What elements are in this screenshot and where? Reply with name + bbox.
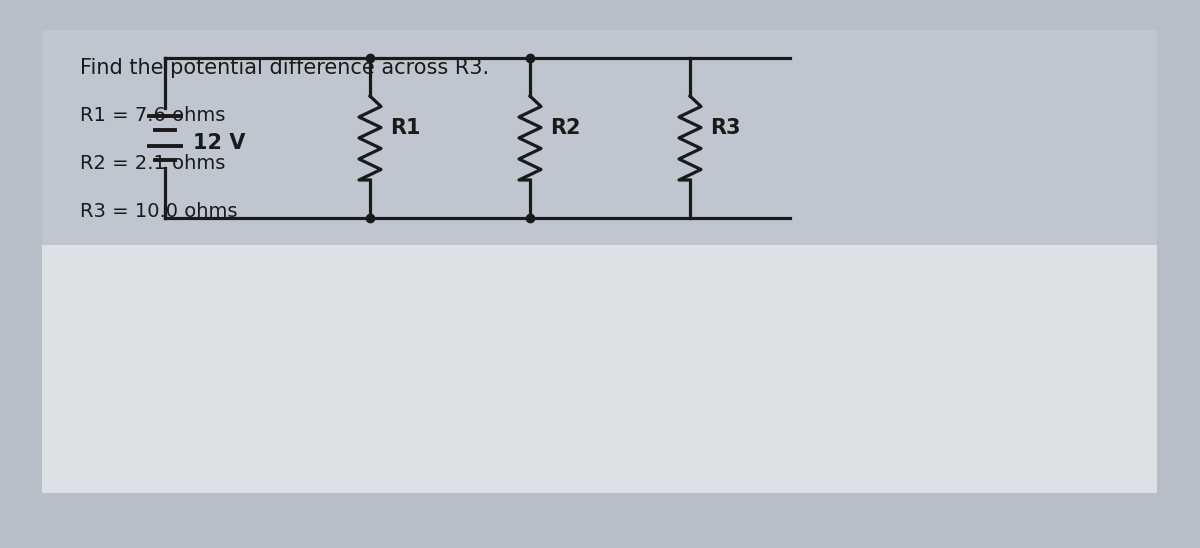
Text: Find the potential difference across R3.: Find the potential difference across R3. (80, 58, 490, 78)
FancyBboxPatch shape (42, 245, 1157, 493)
Text: R2: R2 (550, 118, 581, 138)
Text: 12 V: 12 V (193, 133, 245, 153)
Text: R1: R1 (390, 118, 420, 138)
Text: R3: R3 (710, 118, 740, 138)
Text: R2 = 2.1 ohms: R2 = 2.1 ohms (80, 154, 226, 173)
FancyBboxPatch shape (42, 30, 1157, 245)
Text: R1 = 7.6 ohms: R1 = 7.6 ohms (80, 106, 226, 125)
Text: R3 = 10.0 ohms: R3 = 10.0 ohms (80, 202, 238, 221)
